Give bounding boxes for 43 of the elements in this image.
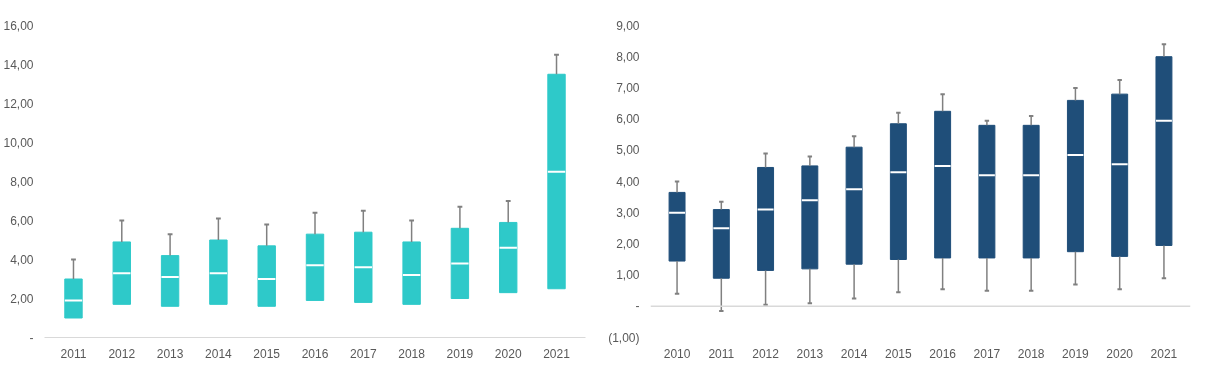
y-tick-label: 16,00 bbox=[3, 19, 34, 33]
y-tick-label: 2,00 bbox=[10, 292, 34, 306]
y-tick-label: (1,00) bbox=[608, 330, 640, 345]
x-tick-label: 2015 bbox=[885, 346, 913, 361]
x-tick-label: 2021 bbox=[1150, 346, 1178, 361]
x-tick-label: 2021 bbox=[543, 346, 571, 361]
x-tick-label: 2019 bbox=[1062, 346, 1090, 361]
x-tick-label: 2013 bbox=[796, 346, 824, 361]
y-tick-label: 12,00 bbox=[3, 97, 34, 111]
y-tick-label: 8,00 bbox=[616, 49, 640, 64]
x-tick-label: 2018 bbox=[398, 346, 426, 361]
y-tick-label: 7,00 bbox=[616, 80, 640, 95]
x-tick-label: 2010 bbox=[663, 346, 691, 361]
y-tick-label: 4,00 bbox=[10, 253, 34, 267]
y-tick-label: 1,00 bbox=[616, 268, 640, 283]
x-tick-label: 2020 bbox=[1106, 346, 1134, 361]
x-tick-label: 2013 bbox=[156, 346, 184, 361]
y-tick-label: 6,00 bbox=[616, 112, 640, 127]
x-tick-label: 2011 bbox=[60, 346, 87, 361]
x-tick-label: 2015 bbox=[253, 346, 281, 361]
x-tick-label: 2018 bbox=[1017, 346, 1045, 361]
y-tick-label: 3,00 bbox=[616, 205, 640, 220]
x-tick-label: 2016 bbox=[301, 346, 329, 361]
x-tick-label: 2016 bbox=[929, 346, 957, 361]
x-tick-label: 2020 bbox=[494, 346, 522, 361]
y-tick-label: 5,00 bbox=[616, 143, 640, 158]
y-tick-label: - bbox=[29, 331, 34, 345]
x-tick-label: 2019 bbox=[446, 346, 474, 361]
y-tick-label: - bbox=[635, 299, 640, 314]
x-tick-label: 2011 bbox=[708, 346, 735, 361]
y-tick-label: 8,00 bbox=[10, 175, 34, 189]
y-tick-label: 6,00 bbox=[10, 214, 34, 228]
y-tick-label: 10,00 bbox=[3, 136, 34, 150]
x-tick-label: 2017 bbox=[973, 346, 1001, 361]
y-tick-label: 2,00 bbox=[616, 236, 640, 251]
x-tick-label: 2012 bbox=[108, 346, 136, 361]
y-tick-label: 4,00 bbox=[616, 174, 640, 189]
x-tick-label: 2017 bbox=[349, 346, 377, 361]
x-tick-label: 2012 bbox=[752, 346, 780, 361]
x-tick-label: 2014 bbox=[205, 346, 233, 361]
x-tick-label: 2014 bbox=[840, 346, 868, 361]
y-tick-label: 9,00 bbox=[616, 18, 640, 33]
y-tick-label: 14,00 bbox=[3, 58, 34, 72]
